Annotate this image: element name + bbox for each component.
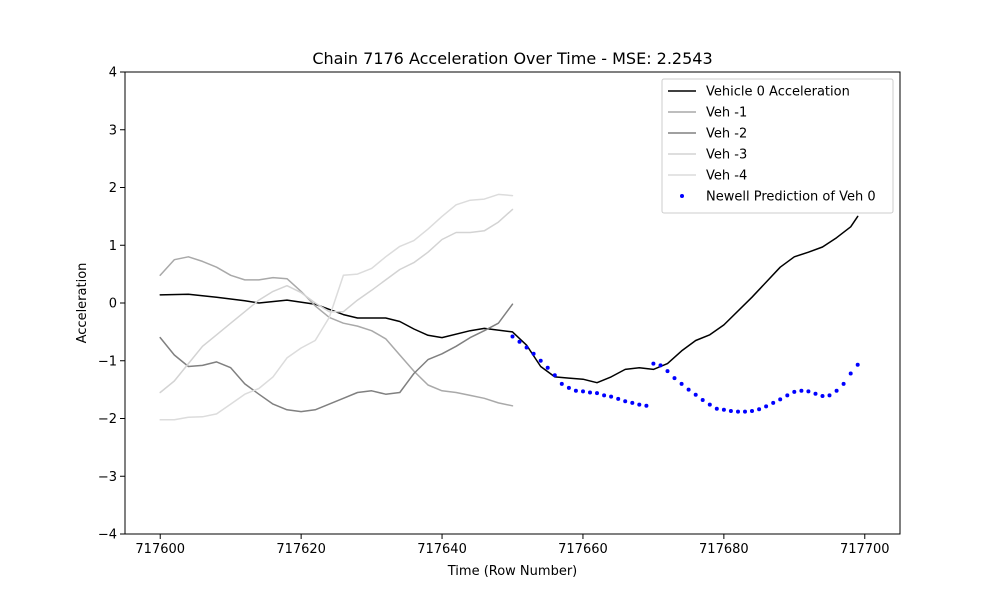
legend-swatch [680,194,684,198]
legend-entry: Vehicle 0 Acceleration [706,85,850,100]
prediction-point [524,345,529,350]
x-axis-label: Time (Row Number) [447,564,577,579]
y-tick-label: 1 [109,239,117,254]
prediction-point [573,388,578,393]
prediction-point [848,371,853,376]
series-line-2 [159,303,514,413]
prediction-point [672,376,677,381]
prediction-point [623,399,628,404]
x-tick-label: 717640 [417,542,467,557]
prediction-point [686,387,691,392]
y-tick-label: −4 [98,528,117,543]
x-tick-label: 717600 [135,542,185,557]
prediction-point [799,388,804,393]
legend-entry: Veh -2 [706,127,747,142]
prediction-point [616,396,621,401]
series-line-0 [159,215,859,384]
prediction-point [834,388,839,393]
prediction-point [820,394,825,398]
series-layer [159,193,860,421]
x-tick-label: 717620 [276,542,326,557]
y-tick-label: 3 [109,123,117,138]
prediction-point [651,361,656,366]
prediction-point [736,409,740,414]
y-tick-label: −1 [98,354,117,369]
prediction-point [721,407,726,412]
x-tick-label: 717660 [558,542,608,557]
prediction-point [510,334,515,339]
prediction-point [806,389,811,394]
chart-title: Chain 7176 Acceleration Over Time - MSE:… [312,49,712,68]
prediction-point [743,409,747,414]
prediction-point [700,398,705,402]
prediction-point [750,409,754,413]
prediction-point [693,392,698,397]
prediction-point [559,381,564,386]
y-tick-label: 0 [109,297,117,312]
series-line-3 [159,208,514,394]
prediction-point [588,390,592,395]
prediction-point [566,385,571,390]
prediction-point [644,403,649,408]
prediction-point [517,339,522,344]
prediction-point [785,393,790,398]
x-tick-label: 717680 [699,542,749,557]
y-axis-label: Acceleration [75,263,90,344]
prediction-point [757,407,762,412]
series-line-4 [159,193,514,421]
y-tick-label: −2 [98,412,117,427]
prediction-point [827,393,832,398]
prediction-point [764,404,769,409]
prediction-point [792,389,797,394]
series-line-1 [159,256,514,407]
legend-entry: Veh -3 [706,148,747,163]
prediction-point [771,400,776,405]
y-tick-label: 2 [109,181,117,196]
prediction-point [609,394,614,399]
x-tick-label: 717700 [840,542,890,557]
prediction-point [728,409,733,413]
y-tick-label: −3 [98,470,117,485]
prediction-point [855,362,860,367]
legend-box [661,78,894,214]
prediction-point [630,400,635,405]
prediction-point [595,391,599,396]
prediction-point [714,406,719,411]
prediction-point [581,389,585,394]
prediction-point [531,351,536,356]
y-tick-label: 4 [109,66,117,81]
legend-entry: Veh -4 [706,169,747,184]
legend: Vehicle 0 Acceleration Veh -1 Veh -2 Veh -3… [661,78,894,214]
prediction-point [658,363,663,368]
prediction-point [637,402,642,407]
prediction-point [665,369,670,374]
prediction-point [545,365,550,370]
legend-entry: Veh -1 [706,106,747,121]
axes-layer: 717600 717620 717640 717660 717680 717700 −4 −3… [98,66,901,557]
legend-entry: Newell Prediction of Veh 0 [706,190,876,205]
prediction-point [538,358,543,363]
prediction-point [552,373,557,378]
prediction-point [707,402,712,407]
prediction-point [778,397,783,402]
prediction-point [841,381,846,386]
prediction-point [679,381,684,386]
prediction-point [602,393,607,398]
prediction-point [813,391,818,396]
